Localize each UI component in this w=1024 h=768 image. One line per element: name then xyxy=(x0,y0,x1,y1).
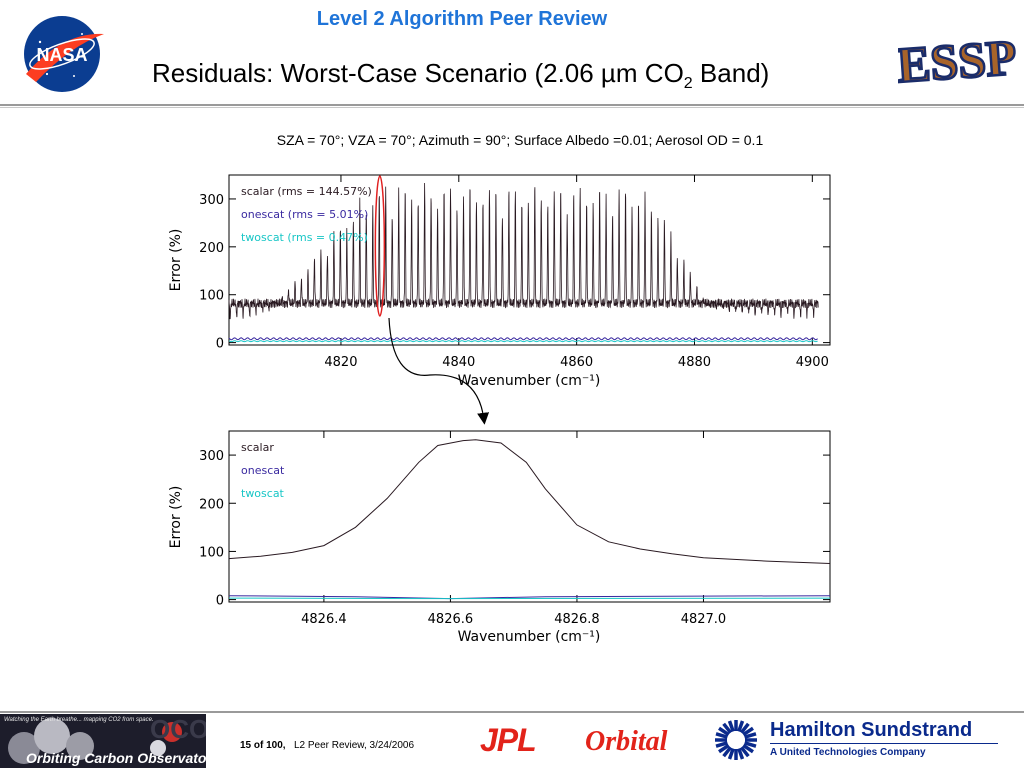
review-title: Level 2 Algorithm Peer Review xyxy=(316,8,608,30)
plot-frame xyxy=(228,430,831,603)
page-number: 15 of 100, xyxy=(240,740,286,751)
oco-logo: OCO Watching the Earth breathe... mappin… xyxy=(0,714,206,768)
orbital-logo: Orbital xyxy=(585,726,668,757)
series-twoscat xyxy=(228,597,831,600)
emblem-ray xyxy=(739,722,750,734)
page-caption: L2 Peer Review, 3/24/2006 xyxy=(293,740,415,751)
x-tick-label: 4880 xyxy=(678,355,711,370)
series-onescat xyxy=(228,337,818,341)
x-tick-label: 4826.4 xyxy=(301,612,347,627)
series-twoscat xyxy=(228,340,818,343)
y-tick-label: 200 xyxy=(199,241,224,256)
essp-logo-icon: ESSP xyxy=(898,28,1016,94)
x-tick-label: 4826.6 xyxy=(428,612,474,627)
emblem-ray xyxy=(742,743,754,754)
title-end: Band) xyxy=(692,58,770,88)
residual-plots: 4820 4840 4860 4880 4900 0 100 200 300 scalar (r… xyxy=(168,174,831,645)
header-divider-thin xyxy=(0,107,1024,108)
hamilton-sundstrand-rule xyxy=(770,743,998,744)
legend-entry-onescat: onescat (rms = 5.01%) xyxy=(241,208,368,221)
chart-full-band: 4820 4840 4860 4880 4900 0 100 200 300 scalar (r… xyxy=(168,174,831,389)
emblem-ray xyxy=(722,722,733,734)
y-tick-label: 0 xyxy=(216,337,224,352)
x-tick-label: 4826.8 xyxy=(554,612,600,627)
legend-entry-twoscat: twoscat xyxy=(241,487,285,500)
y-tick-label: 100 xyxy=(199,289,224,304)
emblem-ray xyxy=(727,720,735,733)
x-tick-label: 4827.0 xyxy=(681,612,727,627)
chart-zoom: 4826.4 4826.6 4826.8 4827.0 0 100 200 300 scala… xyxy=(168,430,831,645)
legend-entry-scalar: scalar xyxy=(241,441,274,454)
legend-entry-scalar: scalar (rms = 144.57%) xyxy=(241,185,372,198)
title-subscript: 2 xyxy=(683,75,693,93)
x-tick-label: 4860 xyxy=(560,355,593,370)
emblem-ray xyxy=(722,746,733,758)
hamilton-sundstrand-logo: Hamilton Sundstrand xyxy=(770,719,973,741)
emblem-ray xyxy=(737,747,745,760)
x-tick-label: 4820 xyxy=(324,355,357,370)
x-tick-label: 4840 xyxy=(442,355,475,370)
y-tick-label: 300 xyxy=(199,449,224,464)
y-tick-label: 200 xyxy=(199,497,224,512)
emblem-ray xyxy=(718,726,730,737)
emblem-ray xyxy=(739,746,750,758)
x-tick-label: 4900 xyxy=(796,355,829,370)
oco-tagline: Watching the Earth breathe... mapping CO… xyxy=(4,717,154,723)
emblem-ray xyxy=(718,743,730,754)
title-main: Residuals: Worst-Case Scenario (2.06 µm … xyxy=(152,58,684,88)
oco-satellite-icon: OCO xyxy=(8,714,206,764)
emblem-ray xyxy=(744,741,757,748)
y-tick-label: 0 xyxy=(216,594,224,609)
emblem-ray xyxy=(715,732,728,739)
header-divider xyxy=(0,104,1024,106)
emblem-ray xyxy=(744,732,757,739)
slide-title: Residuals: Worst-Case Scenario (2.06 µm … xyxy=(152,58,769,93)
hamilton-sundstrand-tagline: A United Technologies Company xyxy=(770,747,926,758)
legend-entry-onescat: onescat xyxy=(241,464,285,477)
x-axis-label: Wavenumber (cm⁻¹) xyxy=(458,629,601,645)
observation-conditions: SZA = 70°; VZA = 70°; Azimuth = 90°; Sur… xyxy=(276,132,764,148)
highlight-ellipse xyxy=(374,175,386,317)
footer-divider xyxy=(0,711,1024,713)
emblem-ray xyxy=(727,747,735,760)
zoom-arrow xyxy=(388,317,490,425)
hamilton-sundstrand-emblem-icon xyxy=(715,720,757,760)
plot-frame xyxy=(228,174,831,346)
emblem-ray xyxy=(737,720,745,733)
svg-text:OCO: OCO xyxy=(150,714,206,744)
y-tick-label: 100 xyxy=(199,545,224,560)
x-axis-label: Wavenumber (cm⁻¹) xyxy=(458,373,601,389)
series-scalar xyxy=(228,439,831,564)
emblem-ray xyxy=(715,741,728,748)
oco-name: Orbiting Carbon Observatory xyxy=(26,750,206,766)
essp-logo-text: ESSP xyxy=(898,29,1016,93)
emblem-ray xyxy=(742,726,754,737)
y-axis-label: Error (%) xyxy=(168,486,184,549)
y-tick-label: 300 xyxy=(199,193,224,208)
page-info: 15 of 100, L2 Peer Review, 3/24/2006 xyxy=(240,740,414,751)
nasa-logo-text: NASA xyxy=(36,45,87,65)
y-axis-label: Error (%) xyxy=(168,229,184,292)
legend-entry-twoscat: twoscat (rms = 0.47%) xyxy=(241,231,368,244)
jpl-logo: JPL xyxy=(480,722,537,758)
nasa-logo-icon: NASA xyxy=(24,16,104,92)
series-scalar xyxy=(228,182,819,320)
